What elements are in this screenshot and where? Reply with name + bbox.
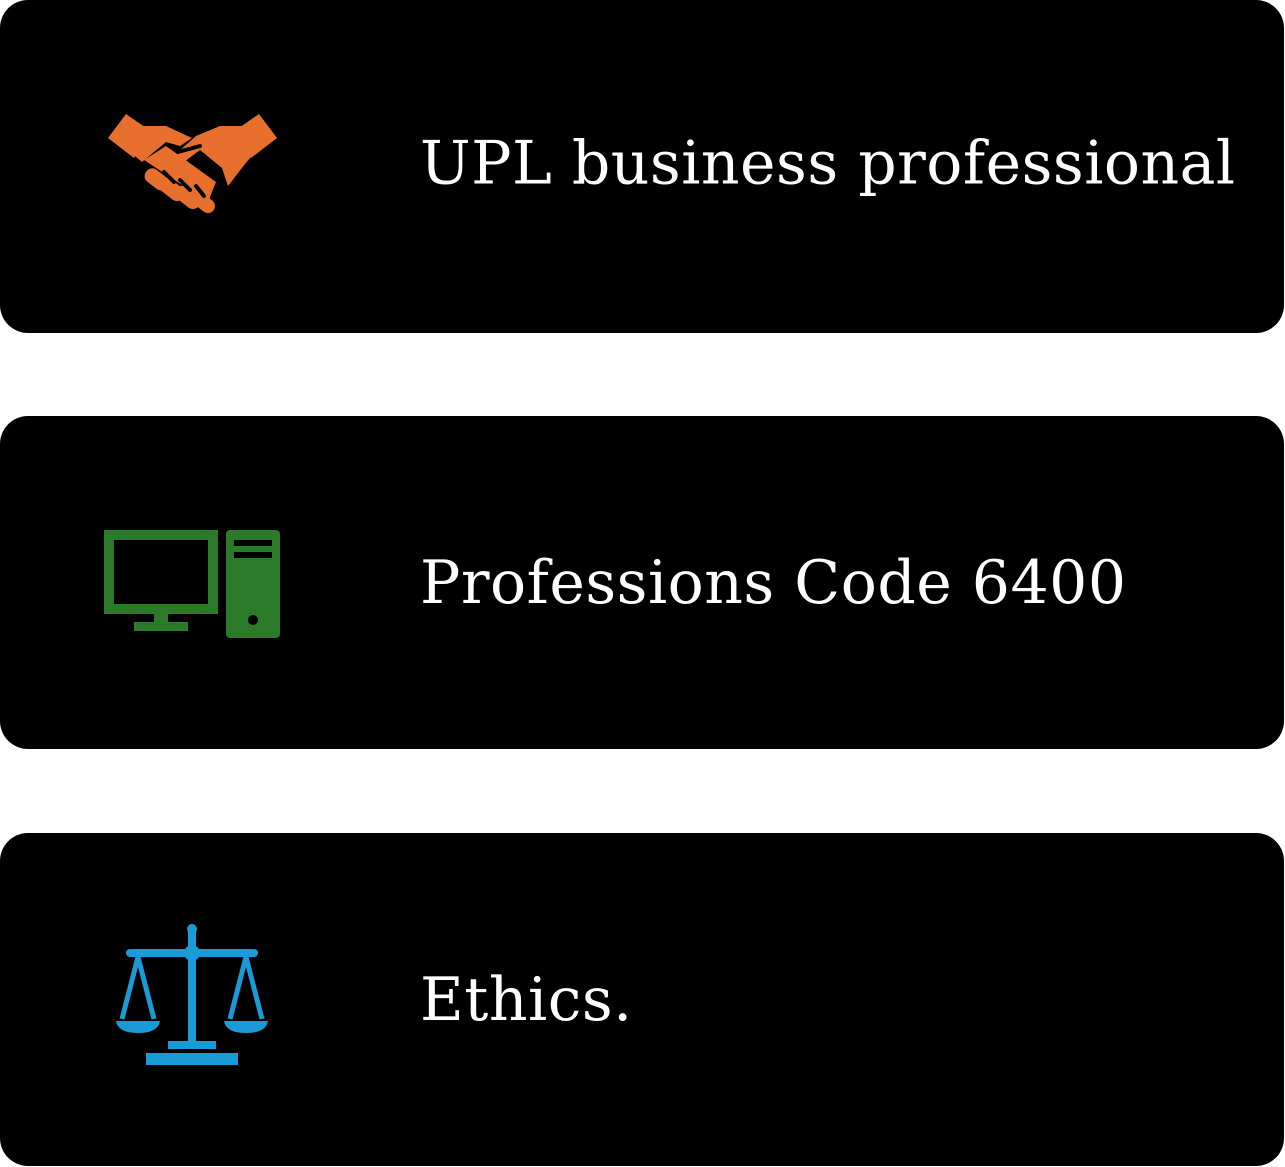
handshake-icon xyxy=(100,86,285,246)
card-professions-code-6400: Professions Code 6400 xyxy=(0,416,1284,749)
card-label: Professions Code 6400 xyxy=(420,547,1127,618)
scales-of-justice-icon xyxy=(100,919,285,1079)
card-label: Ethics. xyxy=(420,964,633,1035)
desktop-computer-icon xyxy=(100,502,285,662)
card-label: UPL business professional xyxy=(420,127,1236,198)
card-upl-business-professional: UPL business professional xyxy=(0,0,1284,333)
card-ethics: Ethics. xyxy=(0,833,1284,1166)
